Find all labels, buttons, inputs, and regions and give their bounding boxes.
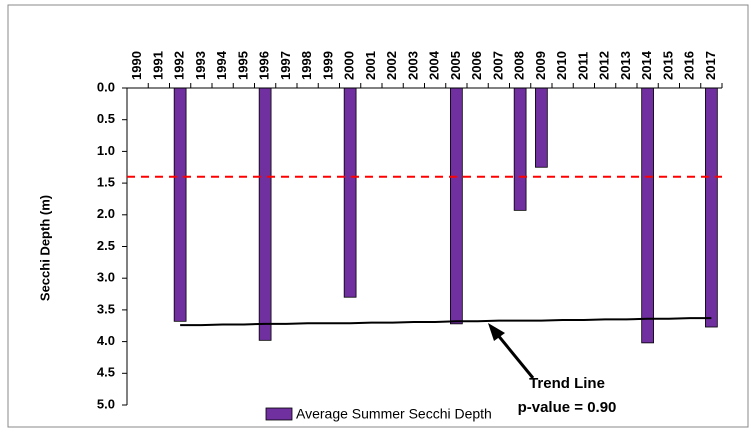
x-tick-label: 1992 [172,51,187,80]
x-tick-label: 2007 [490,51,505,80]
x-tick-label: 1999 [320,51,335,80]
bar [173,87,187,322]
x-tick-label: 2017 [703,51,718,80]
x-tick-label: 2010 [554,51,569,80]
annotation-arrow [495,333,535,379]
annotation: Trend Line [529,375,605,392]
x-tick-label: 1991 [150,51,165,80]
x-tick-label: 2006 [469,51,484,80]
x-tick-label: 2001 [363,51,378,80]
x-tick-label: 2014 [639,50,654,80]
y-tick-label: 4.5 [97,365,115,380]
y-tick-label: 4.0 [97,333,115,348]
x-tick-label: 2011 [575,52,590,80]
annotation: p-value = 0.90 [518,399,617,416]
y-tick-label: 1.5 [97,175,115,190]
y-tick-label: 5.0 [97,396,115,411]
x-tick-label: 2012 [597,51,612,80]
bar [450,87,463,325]
y-axis-label: Secchi Depth (m) [37,195,52,301]
y-tick-label: 3.5 [97,301,115,316]
y-tick-label: 0.5 [97,111,115,126]
y-tick-label: 2.0 [97,206,115,221]
legend-label: Average Summer Secchi Depth [296,406,492,422]
annotation-arrowhead [488,323,505,341]
y-tick-label: 3.0 [97,270,115,285]
bar [535,87,548,168]
x-tick-label: 1994 [214,50,229,80]
x-tick-label: 2003 [405,51,420,80]
x-tick-label: 2015 [660,51,675,80]
x-tick-label: 2002 [384,51,399,80]
bar [258,87,272,341]
bar [343,87,357,298]
y-tick-label: 0.0 [97,79,115,94]
bar [705,87,718,328]
x-tick-label: 2000 [342,51,357,80]
x-tick-label: 2016 [682,51,697,80]
x-tick-label: 1996 [257,51,272,80]
x-tick-label: 1993 [193,51,208,80]
x-tick-label: 1998 [299,51,314,80]
chart-frame [7,4,749,428]
y-tick-label: 1.0 [97,143,115,158]
x-tick-label: 1995 [235,51,250,80]
trend-line [180,317,712,327]
x-tick-label: 2004 [427,50,442,80]
x-tick-label: 1990 [129,51,144,80]
x-tick-label: 2013 [618,51,633,80]
x-tick-label: 2005 [448,51,463,80]
x-tick-label: 2009 [533,51,548,80]
legend-swatch [265,407,293,421]
x-tick-label: 2008 [512,51,527,80]
bar [641,87,654,344]
y-tick-label: 2.5 [97,238,115,253]
bar [513,87,527,211]
x-tick-label: 1997 [278,51,293,80]
